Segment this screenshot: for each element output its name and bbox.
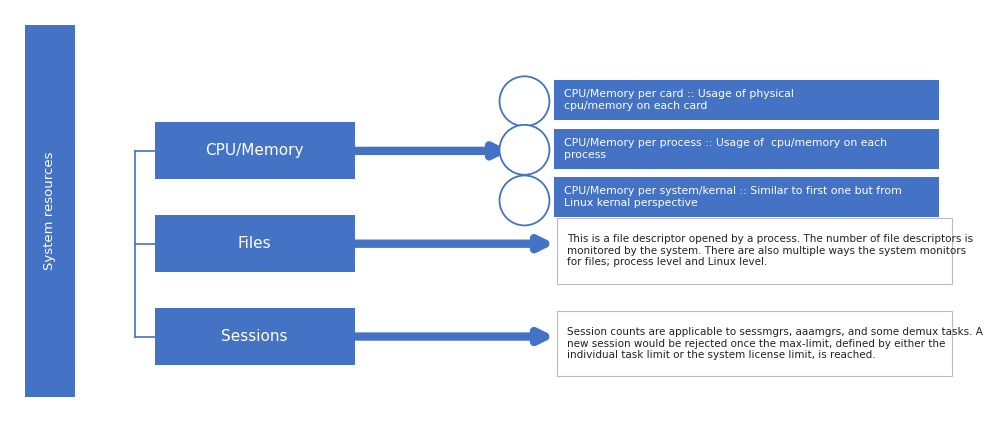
FancyBboxPatch shape xyxy=(554,129,939,169)
Text: Session counts are applicable to sessmgrs, aaamgrs, and some demux tasks. A
new : Session counts are applicable to sessmgr… xyxy=(567,327,983,360)
Text: Sessions: Sessions xyxy=(222,329,288,344)
FancyBboxPatch shape xyxy=(554,177,939,217)
Text: CPU/Memory per process :: Usage of  cpu/memory on each
process: CPU/Memory per process :: Usage of cpu/m… xyxy=(564,138,887,160)
Text: System resources: System resources xyxy=(43,152,57,270)
Text: CPU/Memory per system/kernal :: Similar to first one but from
Linux kernal persp: CPU/Memory per system/kernal :: Similar … xyxy=(564,187,902,208)
FancyBboxPatch shape xyxy=(557,311,952,376)
Text: This is a file descriptor opened by a process. The number of file descriptors is: This is a file descriptor opened by a pr… xyxy=(567,234,974,268)
Ellipse shape xyxy=(500,76,549,126)
Text: Files: Files xyxy=(238,236,272,251)
FancyBboxPatch shape xyxy=(25,25,75,397)
Text: CPU/Memory: CPU/Memory xyxy=(206,143,304,158)
Text: CPU/Memory per card :: Usage of physical
cpu/memory on each card: CPU/Memory per card :: Usage of physical… xyxy=(564,89,794,111)
FancyBboxPatch shape xyxy=(155,122,355,179)
Ellipse shape xyxy=(500,125,549,175)
FancyBboxPatch shape xyxy=(557,218,952,284)
FancyBboxPatch shape xyxy=(554,80,939,120)
Ellipse shape xyxy=(500,176,549,225)
FancyBboxPatch shape xyxy=(155,308,355,365)
FancyBboxPatch shape xyxy=(155,215,355,272)
